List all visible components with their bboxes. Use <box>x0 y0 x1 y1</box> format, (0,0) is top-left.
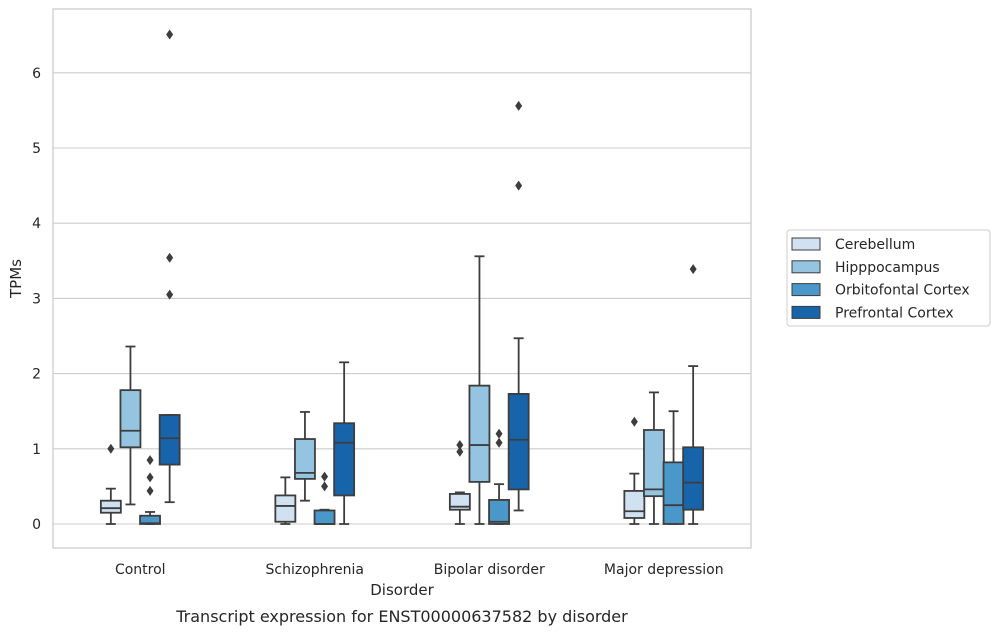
outlier-point <box>321 481 329 492</box>
x-tick-label: Control <box>115 562 166 578</box>
box-1-1 <box>294 411 316 502</box>
legend-swatch <box>791 260 821 274</box>
box-3-0 <box>158 29 181 504</box>
box-2-1 <box>313 471 336 525</box>
axes: 0 1 2 3 4 5 6 Control Schizophrenia Bipolar disor… <box>32 8 752 578</box>
boxplots <box>99 29 705 525</box>
y-tick-label: 3 <box>32 291 41 307</box>
y-tick-label: 4 <box>32 216 41 232</box>
box-body <box>448 493 471 511</box>
box-3-2 <box>507 100 530 512</box>
box-body <box>313 509 336 525</box>
figure-caption: Transcript expression for ENST0000063758… <box>175 607 628 626</box>
box-body <box>274 494 297 523</box>
x-tick-label: Schizophrenia <box>266 562 364 578</box>
outlier-point <box>630 416 638 427</box>
legend-swatch <box>791 283 821 297</box>
x-axis-label: Disorder <box>370 581 434 599</box>
legend-label: Hipppocampus <box>835 260 940 276</box>
box-body <box>682 446 705 511</box>
legend: Cerebellum Hipppocampus Orbitofontal Corte… <box>786 229 991 327</box>
outlier-point <box>166 252 174 263</box>
y-tick-label: 2 <box>32 367 41 383</box>
box-1-0 <box>119 345 142 506</box>
box-body <box>333 422 356 497</box>
y-tick-label: 5 <box>32 141 41 157</box>
box-body <box>99 499 122 514</box>
x-tick-label: Bipolar disorder <box>434 562 545 578</box>
y-tick-label: 6 <box>32 66 41 82</box>
outlier-point <box>456 440 464 451</box>
legend-label: Cerebellum <box>835 237 915 253</box>
box-0-0 <box>99 443 122 525</box>
outlier-point <box>495 437 503 448</box>
box-body <box>662 461 685 525</box>
box-2-2 <box>488 428 510 525</box>
outlier-point <box>515 100 523 111</box>
outlier-point <box>321 471 329 482</box>
legend-label: Prefrontal Cortex <box>835 305 954 321</box>
box-body <box>488 499 510 525</box>
box-3-3 <box>682 264 705 525</box>
legend-frame <box>786 229 991 327</box>
outlier-point <box>689 264 697 275</box>
outlier-point <box>146 455 154 466</box>
outlier-point <box>495 428 503 439</box>
box-1-3 <box>643 391 665 525</box>
legend-swatch <box>791 237 821 251</box>
outlier-point <box>166 29 174 40</box>
box-body <box>507 393 530 491</box>
box-2-3 <box>662 410 685 525</box>
box-0-2 <box>448 440 471 525</box>
box-body <box>468 384 491 483</box>
outlier-point <box>107 443 115 454</box>
legend-label: Orbitofontal Cortex <box>835 283 970 299</box>
box-body <box>158 414 181 466</box>
box-0-1 <box>274 476 297 525</box>
box-body <box>294 438 316 480</box>
y-tick-label: 1 <box>32 442 41 458</box>
box-0-3 <box>623 416 646 525</box>
y-axis-label: TPMs <box>7 259 25 299</box>
box-body <box>643 429 665 498</box>
outlier-point <box>515 180 523 191</box>
box-3-1 <box>333 361 356 525</box>
outlier-point <box>166 289 174 300</box>
plot-frame <box>52 8 752 549</box>
outlier-point <box>456 446 464 457</box>
x-tick-label: Major depression <box>604 562 724 578</box>
legend-swatch <box>791 305 821 319</box>
box-body <box>119 389 142 449</box>
y-tick-label: 0 <box>32 517 41 533</box>
box-1-2 <box>468 255 491 525</box>
box-body <box>623 490 646 519</box>
outlier-point <box>146 485 154 496</box>
box-2-0 <box>139 455 161 525</box>
outlier-point <box>146 472 154 483</box>
